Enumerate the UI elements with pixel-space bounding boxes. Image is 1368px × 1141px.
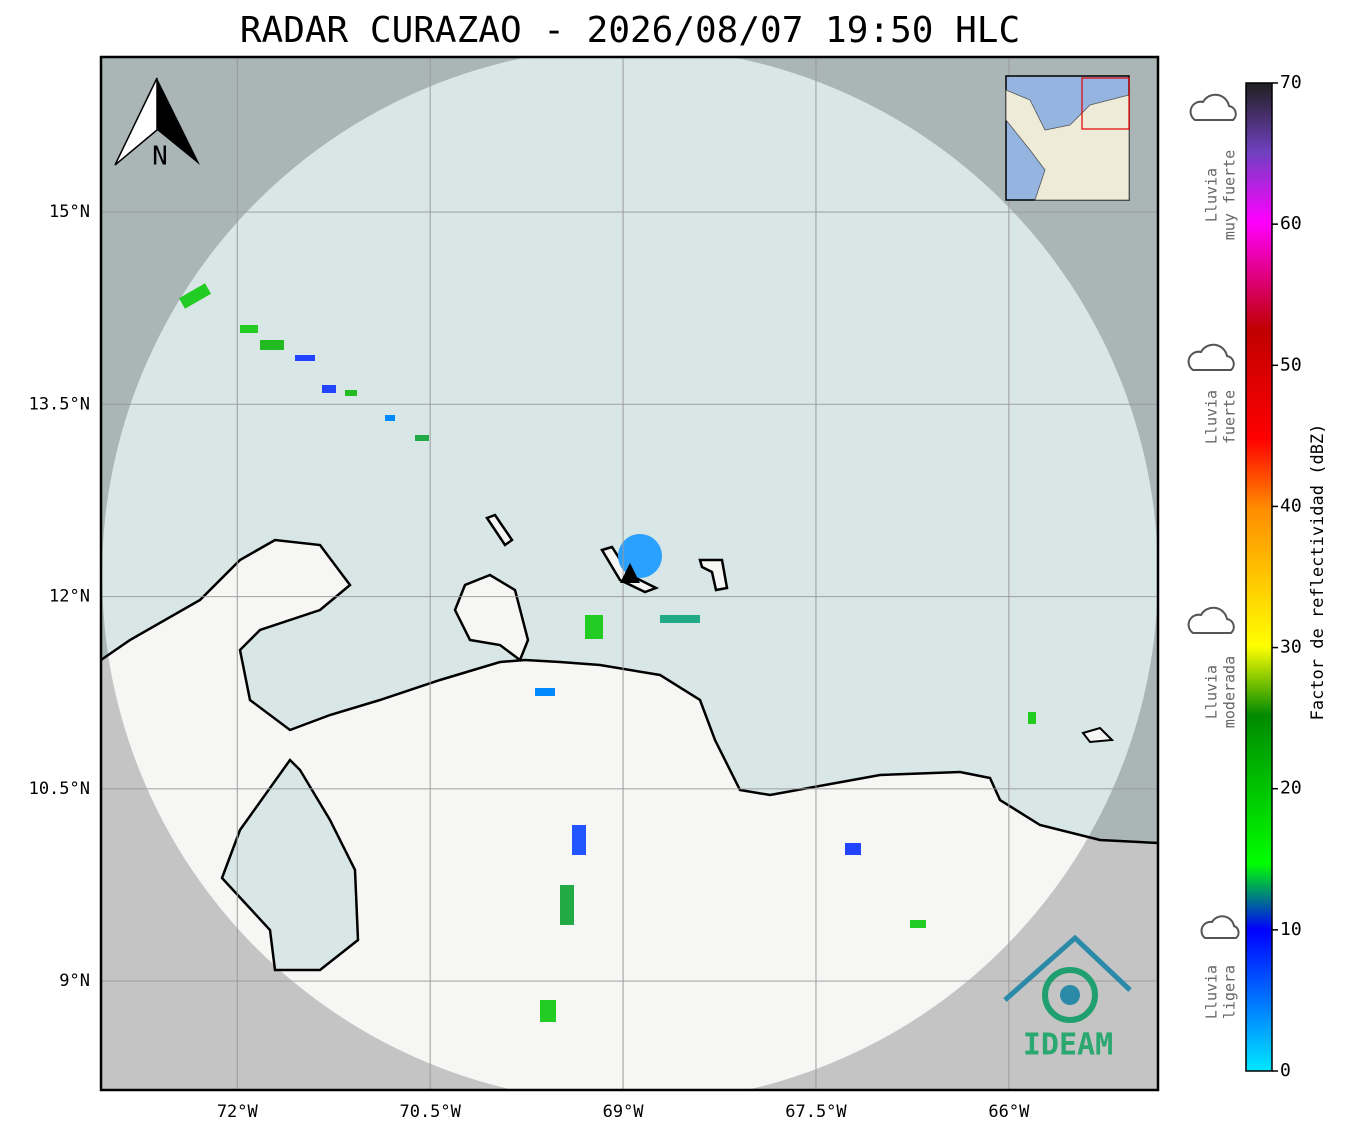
- echo-cluster: [618, 534, 662, 578]
- colorbar-tick-label: 20: [1280, 778, 1302, 799]
- coastline: [101, 538, 1158, 845]
- lat-tick-label: 10.5°N: [29, 779, 90, 799]
- lat-tick-label: 12°N: [49, 587, 90, 607]
- logo-text: IDEAM: [1023, 1028, 1113, 1063]
- lake-maracaibo: [220, 758, 360, 972]
- island: [1081, 726, 1115, 744]
- lon-tick-label: 67.5°W: [785, 1102, 847, 1122]
- map-frame: [99, 55, 1160, 1092]
- colorbar-tick-label: 40: [1280, 495, 1302, 516]
- land: [102, 540, 1158, 1090]
- lon-tick-label: 66°W: [988, 1102, 1030, 1122]
- colorbar-tick-label: 60: [1280, 213, 1302, 234]
- rain-label: muy fuerte: [1221, 150, 1239, 240]
- north-label: N: [152, 142, 168, 172]
- aruba: [485, 513, 514, 547]
- colorbar-tick-label: 10: [1280, 919, 1302, 940]
- inset-map: [1005, 75, 1130, 201]
- rain-icons: [1187, 93, 1240, 939]
- rain-label: Lluvia: [1203, 965, 1221, 1019]
- colorbar-tick-label: 0: [1280, 1060, 1291, 1081]
- colorbar: [1245, 82, 1273, 1072]
- colorbar-tick-label: 50: [1280, 354, 1302, 375]
- lon-tick-label: 69°W: [603, 1102, 645, 1122]
- lat-tick-label: 13.5°N: [29, 394, 90, 414]
- lon-tick-label: 70.5°W: [399, 1102, 461, 1122]
- title: RADAR CURAZAO - 2026/08/07 19:50 HLC: [240, 10, 1020, 51]
- lat-tick-label: 15°N: [49, 202, 90, 222]
- north-arrow: N: [114, 77, 200, 172]
- rain-label: moderada: [1221, 656, 1239, 728]
- map: N IDEAM: [101, 57, 1158, 1090]
- colorbar-tick-label: 30: [1280, 637, 1302, 658]
- ideam-logo: IDEAM: [1003, 934, 1132, 1063]
- lon-tick-label: 72°W: [217, 1102, 259, 1122]
- rain-label: fuerte: [1221, 390, 1239, 444]
- curacao: [600, 545, 660, 594]
- colorbar-tick-label: 70: [1280, 72, 1302, 93]
- rain-label: Lluvia: [1203, 665, 1221, 719]
- lat-tick-label: 9°N: [59, 971, 90, 991]
- rain-label: ligera: [1221, 965, 1239, 1019]
- rain-label: Lluvia: [1203, 390, 1221, 444]
- colorbar-label: Factor de reflectividad (dBZ): [1308, 424, 1328, 721]
- radar-echoes: [179, 283, 1036, 1022]
- rain-label: Lluvia: [1203, 168, 1221, 222]
- bonaire: [698, 558, 729, 592]
- radar-site: [620, 563, 640, 583]
